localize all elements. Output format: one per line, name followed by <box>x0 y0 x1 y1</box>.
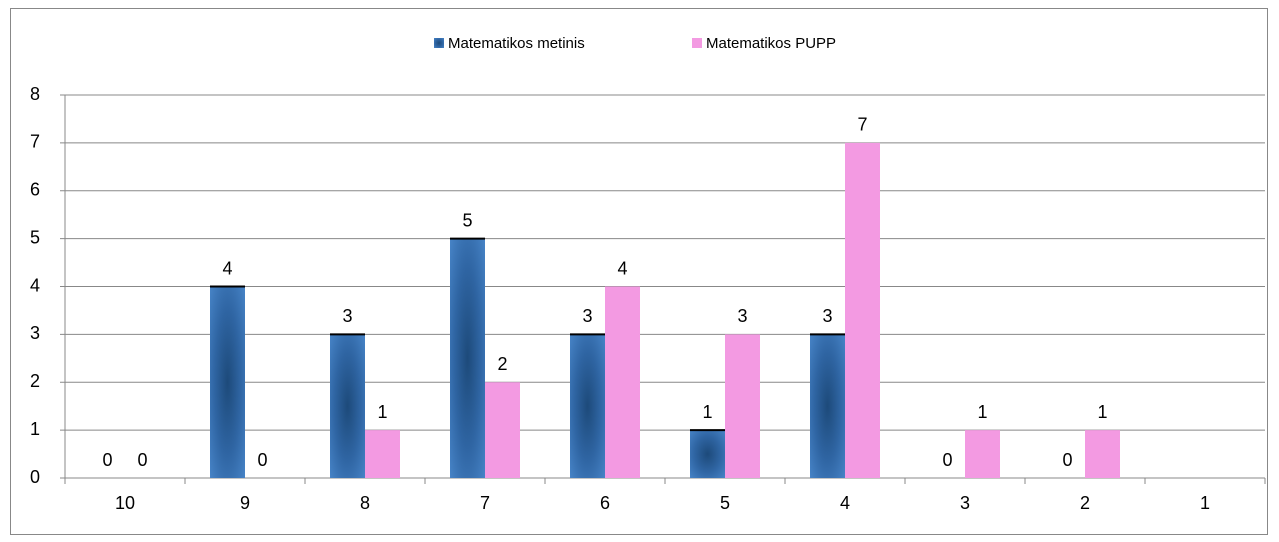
y-tick-label: 2 <box>30 371 40 391</box>
y-tick-label: 6 <box>30 180 40 200</box>
y-tick-label: 7 <box>30 132 40 152</box>
data-label: 3 <box>737 306 747 326</box>
x-tick-label: 3 <box>960 493 970 513</box>
data-label: 1 <box>1097 402 1107 422</box>
data-label: 0 <box>137 450 147 470</box>
y-tick-label: 4 <box>30 275 40 295</box>
y-tick-label: 8 <box>30 84 40 104</box>
legend-label: Matematikos PUPP <box>706 35 836 52</box>
data-label: 4 <box>617 258 627 278</box>
bar <box>810 334 845 478</box>
data-label: 1 <box>377 402 387 422</box>
x-tick-label: 6 <box>600 493 610 513</box>
x-tick-label: 4 <box>840 493 850 513</box>
data-label: 3 <box>822 306 832 326</box>
bar <box>845 142 880 478</box>
x-tick-label: 9 <box>240 493 250 513</box>
y-tick-label: 3 <box>30 323 40 343</box>
bar <box>485 382 520 478</box>
data-label: 0 <box>257 450 267 470</box>
y-tick-label: 1 <box>30 419 40 439</box>
data-label: 5 <box>462 210 472 230</box>
x-tick-label: 10 <box>115 493 135 513</box>
bar <box>690 430 725 478</box>
bar <box>450 238 485 478</box>
bar <box>210 286 245 478</box>
x-tick-label: 1 <box>1200 493 1210 513</box>
bar <box>725 334 760 478</box>
bar <box>965 430 1000 478</box>
data-label: 2 <box>497 354 507 374</box>
data-label: 4 <box>222 258 232 278</box>
data-label: 1 <box>977 402 987 422</box>
y-tick-label: 5 <box>30 227 40 247</box>
bar <box>330 334 365 478</box>
bar <box>570 334 605 478</box>
bar <box>365 430 400 478</box>
legend-swatch <box>434 38 444 48</box>
legend-label: Matematikos metinis <box>448 35 585 52</box>
data-label: 3 <box>582 306 592 326</box>
x-tick-label: 8 <box>360 493 370 513</box>
data-label: 0 <box>942 450 952 470</box>
data-label: 0 <box>102 450 112 470</box>
bar <box>1085 430 1120 478</box>
data-label: 3 <box>342 306 352 326</box>
bar <box>605 286 640 478</box>
x-tick-label: 7 <box>480 493 490 513</box>
y-tick-label: 0 <box>30 467 40 487</box>
legend-swatch <box>692 38 702 48</box>
x-tick-label: 2 <box>1080 493 1090 513</box>
x-tick-label: 5 <box>720 493 730 513</box>
data-label: 7 <box>857 115 867 135</box>
data-label: 0 <box>1062 450 1072 470</box>
data-label: 1 <box>702 402 712 422</box>
